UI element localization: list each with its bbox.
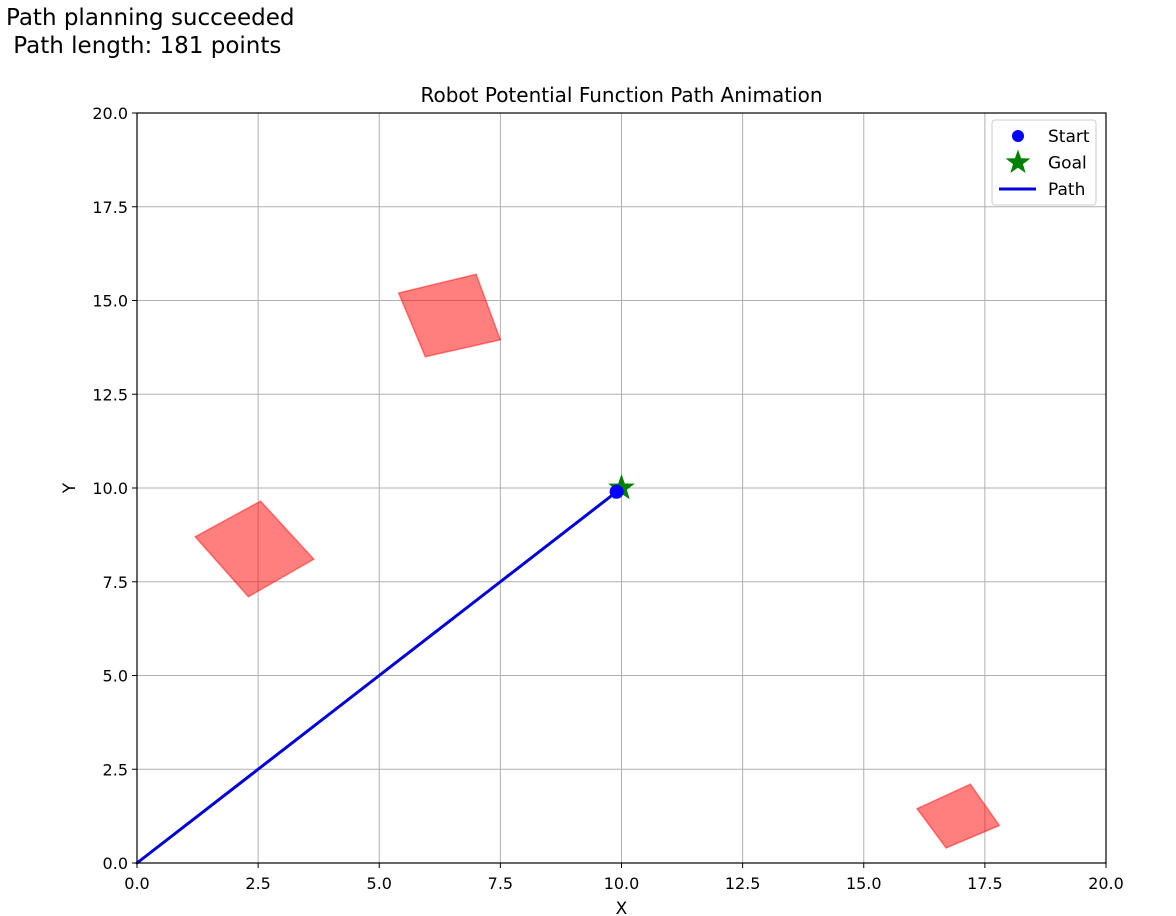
chart-title: Robot Potential Function Path Animation xyxy=(420,83,822,107)
legend: Start Goal Path xyxy=(991,119,1097,206)
start-marker xyxy=(609,484,624,499)
legend-label: Goal xyxy=(1048,154,1087,174)
path-line xyxy=(135,490,619,865)
y-tick-label: 17.5 xyxy=(92,198,128,217)
y-tick-label: 10.0 xyxy=(92,479,128,498)
obstacle-1 xyxy=(397,273,502,358)
series-layer xyxy=(135,474,635,865)
y-tick-label: 15.0 xyxy=(92,292,128,311)
x-tick-label: 2.5 xyxy=(245,874,270,893)
x-axis-label: X xyxy=(616,899,628,916)
y-axis-label: Y xyxy=(60,482,80,494)
obstacle-2 xyxy=(193,500,316,598)
legend-start-marker xyxy=(1012,130,1024,142)
x-tick-label: 17.5 xyxy=(967,874,1003,893)
legend-goal-marker xyxy=(1005,149,1031,174)
x-tick-label: 12.5 xyxy=(725,874,761,893)
x-tick-label: 15.0 xyxy=(846,874,882,893)
legend-label: Path xyxy=(1048,180,1085,200)
y-tick-label: 7.5 xyxy=(103,573,128,592)
y-tick-label: 5.0 xyxy=(103,667,128,686)
y-tick-label: 20.0 xyxy=(92,104,128,123)
status-line-2: Path length: 181 points xyxy=(6,33,282,59)
obstacle-3 xyxy=(915,783,1001,849)
legend-label: Start xyxy=(1048,127,1090,147)
x-tick-label: 7.5 xyxy=(488,874,513,893)
status-line-1: Path planning succeeded xyxy=(6,5,295,31)
ticks: 0.0 2.5 5.0 7.5 10.0 12.5 15.0 17.5 20.0 0.0 2.5 5.… xyxy=(92,104,1123,893)
y-tick-label: 0.0 xyxy=(103,854,128,873)
x-tick-label: 5.0 xyxy=(367,874,392,893)
goal-marker xyxy=(608,474,635,500)
obstacles xyxy=(193,273,1001,849)
x-tick-label: 0.0 xyxy=(124,874,149,893)
x-tick-label: 20.0 xyxy=(1088,874,1124,893)
x-tick-label: 10.0 xyxy=(604,874,640,893)
y-tick-label: 2.5 xyxy=(103,760,128,779)
status-text: Path planning succeeded Path length: 181… xyxy=(6,4,294,60)
y-tick-label: 12.5 xyxy=(92,385,128,404)
